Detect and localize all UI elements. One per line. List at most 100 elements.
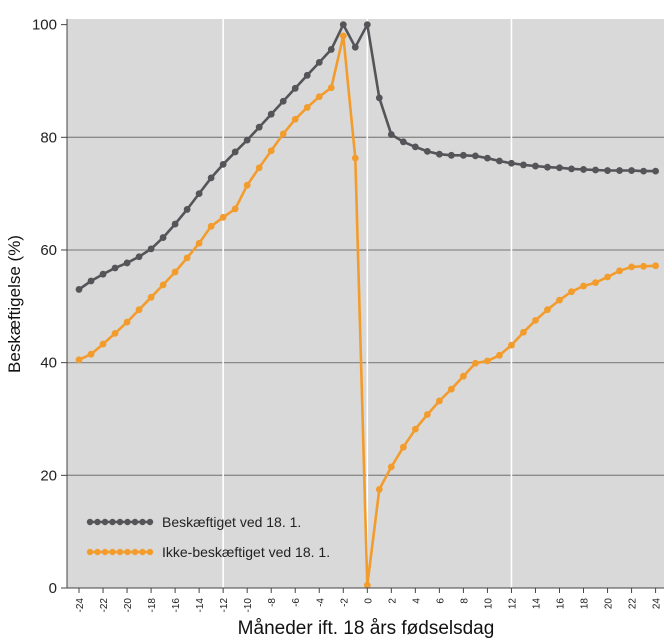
data-point [459, 151, 467, 159]
legend-label: Ikke-beskæftiget ved 18. 1. [162, 544, 330, 560]
legend-marker [101, 548, 109, 556]
data-point [231, 148, 239, 156]
data-point [496, 157, 503, 165]
data-point [508, 341, 515, 349]
data-point [87, 277, 95, 285]
data-point [243, 136, 251, 144]
data-point [580, 282, 587, 290]
legend-label: Beskæftiget ved 18. 1. [162, 514, 301, 530]
data-point [231, 205, 239, 213]
x-tick-label: 20 [604, 598, 615, 610]
x-tick-label: -4 [315, 598, 326, 607]
data-point [399, 138, 407, 146]
data-point [556, 164, 563, 172]
x-tick-label: -10 [243, 598, 254, 613]
data-point [532, 162, 539, 170]
data-point [303, 104, 311, 111]
data-point [399, 443, 407, 451]
data-point [255, 123, 263, 131]
legend-marker [139, 548, 146, 556]
x-tick-label: 16 [555, 598, 566, 610]
data-point [496, 351, 503, 359]
data-point [291, 115, 299, 123]
data-point [195, 239, 203, 247]
legend-marker [109, 548, 116, 556]
data-point [123, 259, 131, 267]
data-point [616, 267, 623, 275]
legend-marker [94, 518, 101, 526]
data-point [423, 411, 431, 418]
x-tick-label: 24 [652, 598, 663, 610]
data-point [472, 359, 479, 367]
data-point [580, 166, 587, 173]
data-point [267, 147, 275, 155]
legend-marker [124, 548, 131, 556]
data-point [472, 152, 479, 160]
data-point [652, 167, 659, 175]
y-tick-label: 80 [40, 129, 57, 146]
legend-marker [146, 548, 154, 556]
x-tick-label: 22 [628, 598, 639, 610]
data-point [195, 190, 203, 198]
data-point [339, 32, 347, 40]
legend-marker [124, 518, 131, 526]
data-point [147, 293, 155, 301]
data-point [532, 317, 539, 324]
data-point [556, 296, 563, 304]
data-point [315, 58, 323, 66]
data-point [484, 154, 491, 162]
x-tick-label: 14 [531, 598, 542, 610]
data-point [171, 268, 179, 276]
x-tick-label: 4 [411, 598, 422, 604]
data-point [387, 131, 395, 138]
x-tick-label: 0 [363, 598, 374, 604]
data-point [279, 130, 287, 138]
data-point [435, 150, 443, 158]
data-point [219, 213, 227, 221]
data-point [544, 163, 551, 171]
data-point [363, 21, 371, 29]
data-point [568, 165, 575, 173]
data-point [568, 288, 575, 296]
data-point [616, 167, 623, 174]
data-point [363, 581, 371, 589]
legend-marker [131, 548, 139, 556]
legend-marker [109, 518, 116, 526]
y-tick-label: 0 [49, 580, 57, 597]
x-axis-title: Måneder ift. 18 års fødselsdag [238, 618, 495, 639]
data-point [520, 161, 527, 169]
x-tick-label: -2 [339, 598, 350, 607]
legend-item: Ikke-beskæftiget ved 18. 1. [86, 544, 330, 560]
x-tick-label: 2 [387, 598, 398, 604]
y-ticks: 0 20 40 60 80 100 [32, 17, 67, 597]
legend-marker [131, 518, 139, 526]
data-point [592, 279, 599, 287]
data-point [207, 174, 215, 182]
x-tick-label: -16 [171, 598, 182, 613]
data-point [435, 397, 443, 405]
data-point [484, 357, 491, 365]
series-layer [75, 21, 659, 589]
data-point [375, 486, 383, 493]
x-tick-label: -20 [123, 598, 134, 613]
legend-marker [116, 518, 124, 526]
series [75, 32, 659, 589]
data-point [279, 97, 287, 105]
data-point [135, 253, 143, 261]
data-point [147, 245, 155, 253]
data-point [99, 270, 107, 278]
data-point [447, 385, 455, 393]
data-point [291, 84, 299, 92]
data-point [123, 318, 131, 326]
x-tick-label: 6 [435, 598, 446, 604]
legend-marker [146, 518, 154, 526]
x-tick-label: -12 [219, 598, 230, 613]
data-point [339, 21, 347, 29]
data-point [87, 350, 95, 358]
data-point [423, 147, 431, 155]
legend-item: Beskæftiget ved 18. 1. [86, 514, 301, 530]
x-tick-label: -8 [267, 598, 278, 607]
data-point [219, 160, 227, 168]
data-point [183, 206, 191, 213]
x-tick-label: 12 [507, 598, 518, 610]
